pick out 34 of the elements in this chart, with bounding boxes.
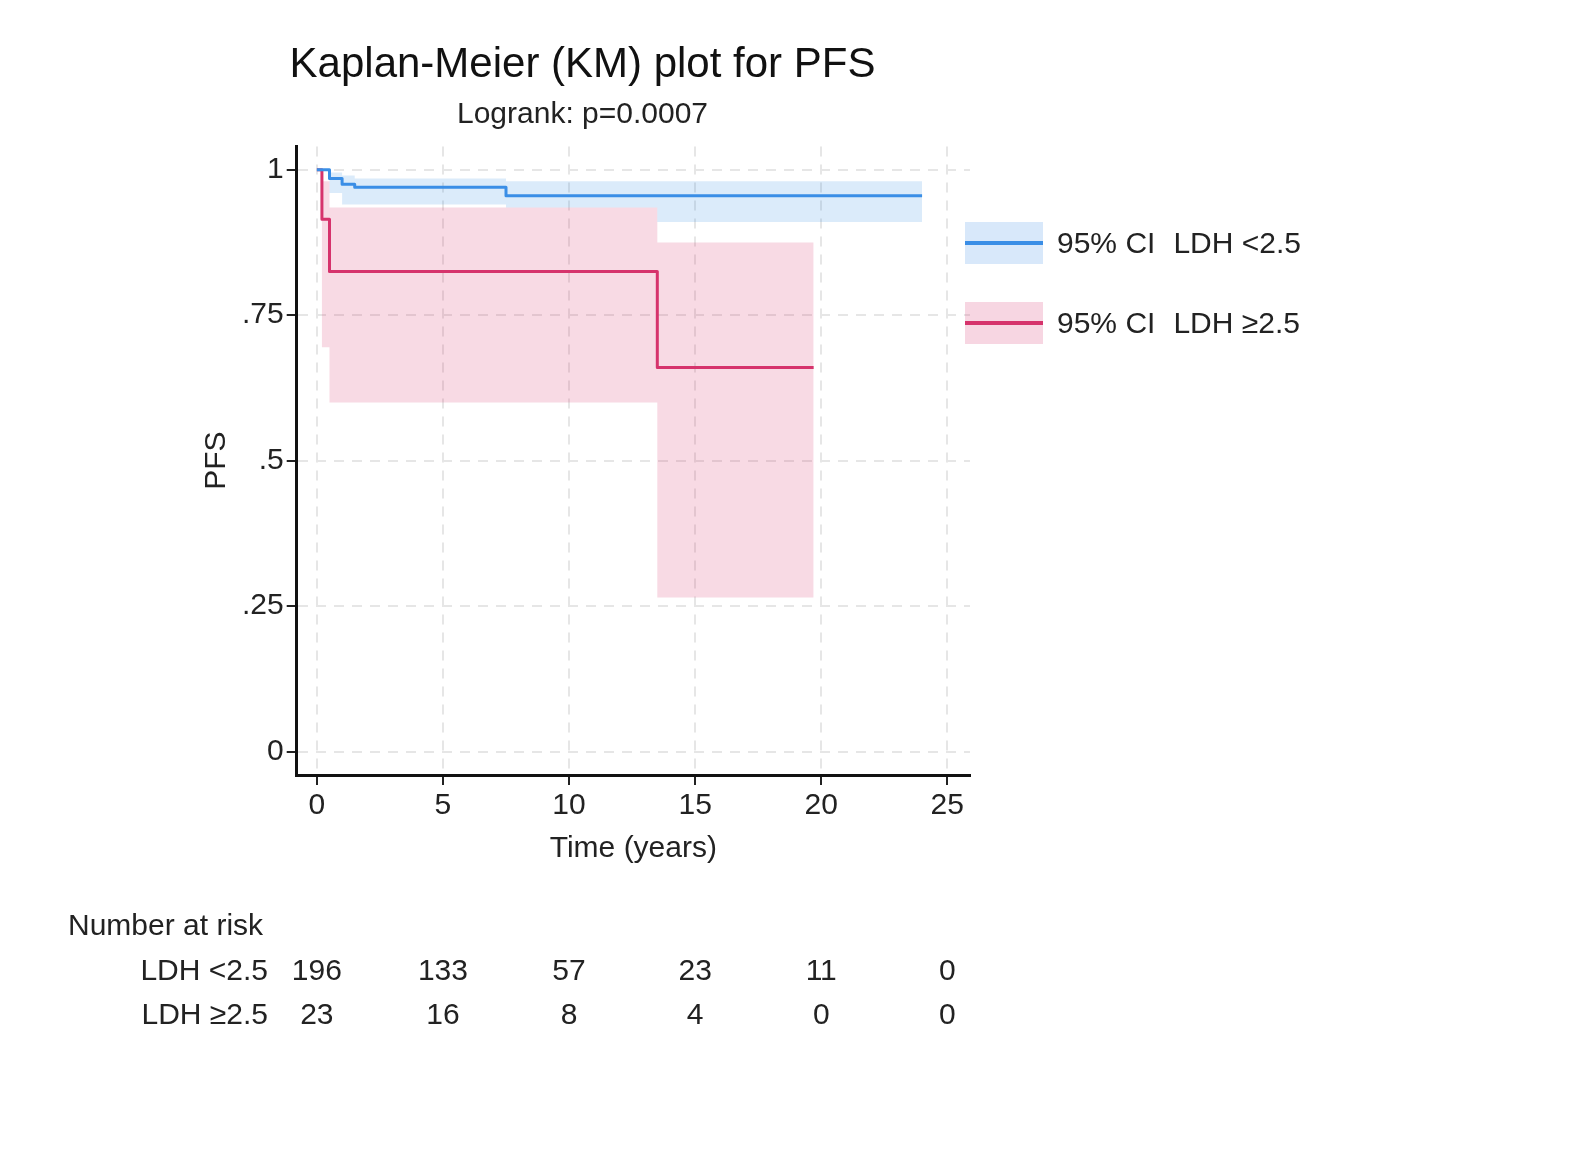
y-tick-label: 0: [267, 732, 284, 766]
x-tick-label: 5: [434, 787, 452, 821]
text: 0: [938, 997, 956, 1030]
x-tick-label: 25: [930, 787, 964, 821]
chart-title: Kaplan-Meier (KM) plot for PFS: [289, 38, 876, 86]
text: 95% CI: [1057, 306, 1156, 340]
text: 8: [560, 997, 578, 1030]
text: 23: [300, 997, 334, 1030]
x-tick-label: 0: [308, 787, 326, 821]
text: LDH ≥2.5: [141, 997, 268, 1030]
text: 16: [426, 997, 460, 1030]
text: LDH <2.5: [1173, 226, 1301, 260]
text: 23: [678, 953, 712, 986]
x-tick-label: 15: [678, 787, 712, 821]
y-tick-label: .75: [241, 296, 284, 330]
text: 0: [938, 953, 956, 986]
chart-subtitle: Logrank: p=0.0007: [456, 95, 709, 129]
x-tick-label: 20: [804, 787, 838, 821]
text: 57: [552, 953, 586, 986]
text: LDH <2.5: [140, 953, 268, 986]
text: 4: [686, 997, 704, 1030]
x-tick-label: 10: [552, 787, 586, 821]
y-axis-title: PFS: [198, 431, 232, 490]
y-tick-label: .25: [241, 587, 284, 621]
text: 95% CI: [1057, 226, 1156, 260]
y-tick-label: 1: [267, 150, 284, 184]
text: 0: [812, 997, 830, 1030]
text: LDH ≥2.5: [1173, 306, 1300, 340]
text: 133: [417, 953, 468, 986]
text: 196: [291, 953, 342, 986]
text: 11: [805, 953, 837, 986]
x-axis-title: Time (years): [549, 830, 717, 864]
y-tick-label: .5: [258, 441, 284, 475]
text: Number at risk: [68, 908, 265, 941]
